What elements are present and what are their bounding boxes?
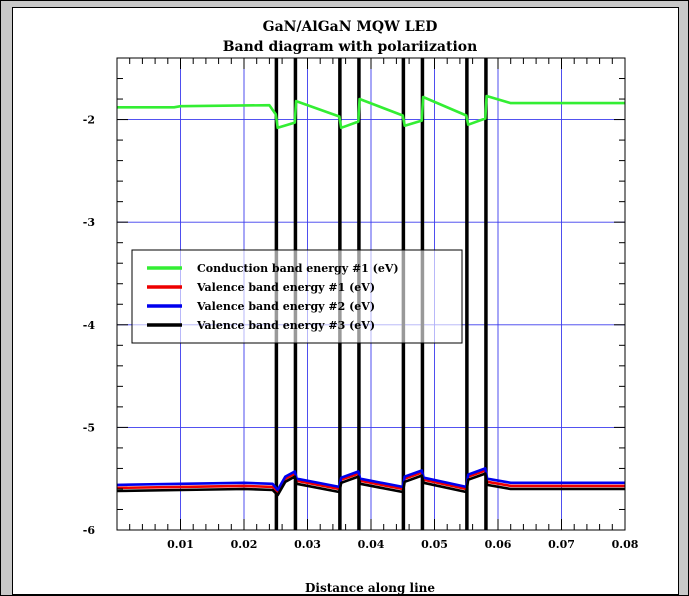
y-tick-label: -6	[83, 524, 96, 537]
x-tick-label: 0.01	[167, 538, 194, 551]
y-tick-label: -4	[83, 319, 96, 332]
axis-ticks: 0.01 0.02 0.03 0.04 0.05 0.06 0.07 0.08 -2 -3 -4 -5…	[83, 58, 639, 551]
y-tick-label: -5	[83, 421, 95, 434]
chart-title: GaN/AlGaN MQW LED	[263, 19, 438, 35]
x-tick-label: 0.04	[358, 538, 385, 551]
legend: Conduction band energy #1 (eV) Valence ba…	[131, 249, 463, 344]
legend-label: Conduction band energy #1 (eV)	[197, 262, 399, 275]
y-tick-label: -2	[83, 114, 95, 127]
x-tick-label: 0.06	[485, 538, 512, 551]
x-tick-label: 0.03	[294, 538, 321, 551]
legend-label: Valence band energy #2 (eV)	[196, 300, 375, 313]
chart-subtitle: Band diagram with polariization	[223, 39, 478, 55]
x-tick-label: 0.05	[421, 538, 448, 551]
x-axis-label: Distance along line	[305, 581, 435, 595]
legend-label: Valence band energy #1 (eV)	[196, 281, 375, 294]
series-lines	[116, 94, 625, 497]
series-line	[116, 467, 625, 492]
legend-label: Valence band energy #3 (eV)	[196, 319, 375, 332]
series-line	[117, 94, 625, 130]
x-tick-label: 0.07	[548, 538, 575, 551]
legend-box	[131, 249, 463, 344]
x-tick-label: 0.08	[612, 538, 639, 551]
x-tick-label: 0.02	[231, 538, 258, 551]
series-line	[116, 472, 625, 497]
y-tick-label: -3	[83, 216, 95, 229]
